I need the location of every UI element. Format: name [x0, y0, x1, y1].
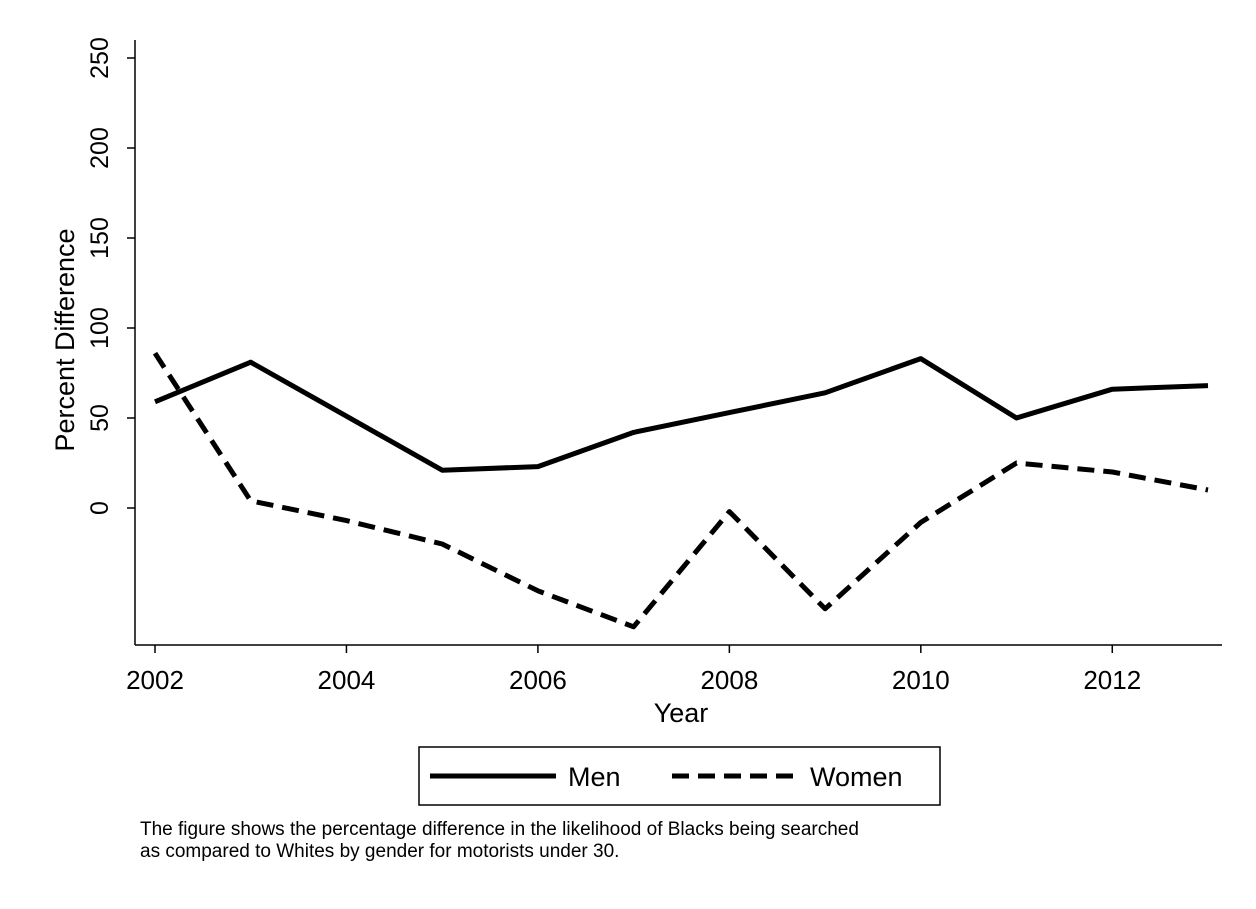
y-tick-label: 0 — [86, 501, 114, 515]
y-tick-label: 250 — [86, 37, 114, 79]
series-line-women — [152, 351, 1209, 630]
caption-line-1: The figure shows the percentage differen… — [140, 819, 859, 840]
caption-line-2: as compared to Whites by gender for moto… — [140, 841, 620, 862]
y-axis-label: Percent Difference — [50, 228, 80, 451]
x-tick-label: 2002 — [126, 665, 184, 695]
y-tick-label: 100 — [86, 307, 114, 349]
legend-label-women: Women — [810, 762, 903, 792]
series-line-men — [154, 356, 1209, 473]
legend-label-men: Men — [568, 762, 621, 792]
axes: 0 50 100 150 200 250 2002 2004 2006 2008 2010 2012 — [86, 37, 1222, 695]
figure-caption: The figure shows the percentage differen… — [140, 819, 1140, 863]
plot-area — [152, 351, 1209, 630]
x-tick-label: 2010 — [892, 665, 950, 695]
x-tick-label: 2008 — [700, 665, 758, 695]
x-tick-label: 2006 — [509, 665, 567, 695]
y-tick-label: 200 — [86, 127, 114, 169]
y-tick-label: 150 — [86, 217, 114, 259]
x-tick-label: 2012 — [1083, 665, 1141, 695]
x-axis-label: Year — [654, 698, 709, 728]
legend: Men Women — [418, 746, 941, 806]
y-tick-label: 50 — [86, 404, 114, 432]
x-tick-label: 2004 — [318, 665, 376, 695]
